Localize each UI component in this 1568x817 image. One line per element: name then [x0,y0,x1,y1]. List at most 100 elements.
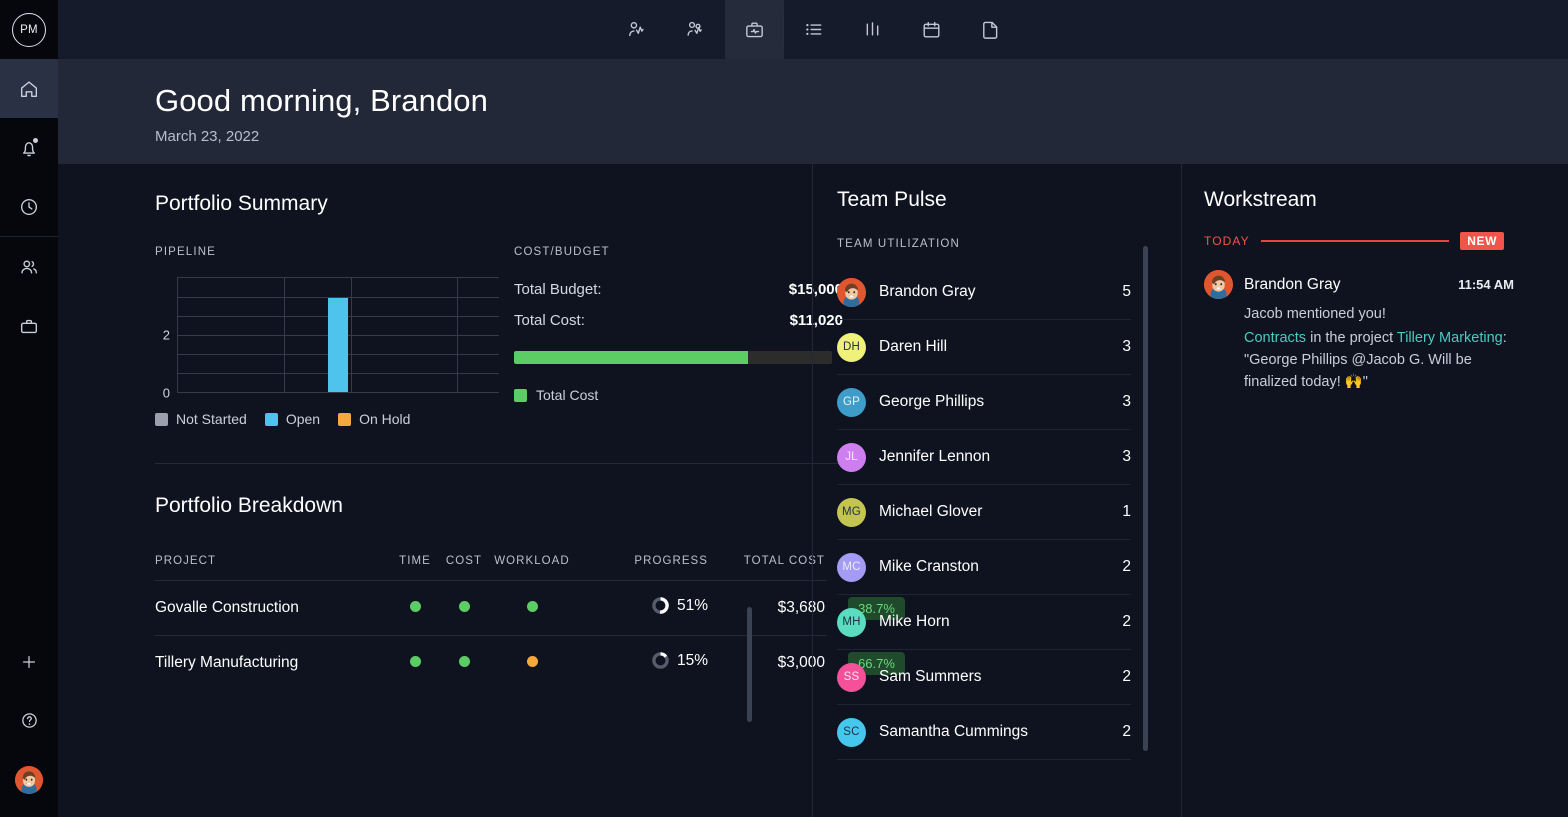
list-item[interactable]: Brandon Gray 5 [837,265,1131,320]
legend-on-hold: On Hold [338,411,410,427]
list-item[interactable]: DH Daren Hill 3 [837,320,1131,375]
table-row[interactable]: Govalle Construction [155,580,905,635]
pipeline-chart-widget: PIPELINE [155,246,513,427]
avatar-initials: SS [837,662,866,692]
legend-not-started: Not Started [155,411,247,427]
page-header: Good morning, Brandon March 23, 2022 [58,59,1568,164]
workstream-author: Brandon Gray [1244,275,1341,293]
member-count: 1 [1122,503,1131,520]
sidebar-item-time[interactable] [0,177,58,236]
breakdown-scrollbar[interactable] [747,607,752,722]
cost-budget-fill [514,351,748,364]
left-sidebar: PM [0,0,58,817]
member-count: 2 [1122,668,1131,685]
total-budget-row: Total Budget: $15,000 [514,281,843,298]
workstream-link-contracts[interactable]: Contracts [1244,330,1307,346]
list-item[interactable]: SC Samantha Cummings 2 [837,705,1131,760]
sidebar-bottom-group [0,632,58,817]
person-activity-icon [628,22,644,37]
legend-swatch [155,412,168,426]
member-name: George Phillips [879,393,985,410]
workstream-message: Contracts in the project Tillery Marketi… [1244,327,1514,393]
tab-person-activity[interactable] [607,0,666,59]
workstream-quote: : "George Phillips @Jacob G. Will be fin… [1244,330,1507,390]
legend-open: Open [264,411,320,427]
avatar-initials: MH [837,607,866,637]
briefcase-activity-icon [745,22,763,38]
y-tick-2: 2 [162,327,170,343]
pipeline-legend: Not Started Open On Hold [155,411,513,427]
row-total-cost-value: $3,680 [777,599,825,616]
member-count: 3 [1122,448,1131,465]
list-item[interactable]: JL Jennifer Lennon 3 [837,430,1131,485]
tab-list[interactable] [784,0,843,59]
member-count: 5 [1122,283,1131,300]
sidebar-divider [0,236,58,237]
row-time-status [390,654,440,672]
workstream-item-header: Brandon Gray 11:54 AM [1204,270,1514,299]
row-time-status [390,599,440,617]
briefcase-icon [20,319,38,333]
legend-swatch [338,412,352,426]
list-item[interactable]: SS Sam Summers 2 [837,650,1131,705]
tab-team-activity[interactable] [666,0,725,59]
tab-portfolio[interactable] [724,0,784,59]
member-count: 2 [1122,613,1131,630]
main-region: Good morning, Brandon March 23, 2022 Por… [58,0,1568,817]
avatar-initials: SC [837,717,866,747]
workstream-link-project[interactable]: Tillery Marketing [1396,330,1503,346]
top-nav-group [607,0,1020,59]
legend-label: Not Started [176,411,247,427]
y-tick-0: 0 [162,385,170,401]
sidebar-item-account[interactable] [0,750,58,809]
member-name: Samantha Cummings [879,723,1029,740]
member-count: 3 [1122,338,1131,355]
list-item[interactable]: GP George Phillips 3 [837,375,1131,430]
list-item[interactable]: MG Michael Glover 1 [837,485,1131,540]
sidebar-item-home[interactable] [0,59,58,118]
avatar-initials: GP [837,387,866,417]
member-count: 2 [1122,723,1131,740]
list-item[interactable]: MC Mike Cranston 2 [837,540,1131,595]
member-name: Daren Hill [879,338,948,355]
sidebar-item-add[interactable] [0,632,58,691]
sidebar-item-help[interactable] [0,691,58,750]
tab-board[interactable] [843,0,902,59]
table-row[interactable]: Tillery Manufacturing [155,635,905,690]
list-item[interactable]: MH Mike Horn 2 [837,595,1131,650]
today-separator: TODAY NEW [1204,232,1504,250]
row-project-name: Govalle Construction [155,599,299,616]
sidebar-item-notifications[interactable] [0,118,58,177]
member-name: Jennifer Lennon [879,448,991,465]
legend-swatch [264,412,278,426]
page-date: March 23, 2022 [155,128,260,145]
row-progress: 15% [576,652,710,675]
people-activity-icon [686,21,702,36]
page-title: Good morning, Brandon [155,83,488,118]
workstream-item[interactable]: Brandon Gray 11:54 AM Jacob mentioned yo… [1204,270,1514,393]
app-logo[interactable]: PM [0,0,58,59]
tab-calendar[interactable] [902,0,961,59]
logo-text: PM [12,12,46,47]
workstream-title: Workstream [1204,188,1317,211]
people-icon [21,259,38,274]
team-utilization-label: TEAM UTILIZATION [837,238,960,250]
col-time: TIME [399,555,431,567]
row-progress-pct: 15% [676,651,708,669]
avatar-initials: MG [837,497,866,527]
table-header-row: PROJECT TIME COST WORKLOAD PROGRESS TOTA… [155,555,827,580]
avatar-initials: MC [837,552,866,582]
tab-documents[interactable] [961,0,1020,59]
kanban-icon [866,22,878,36]
workstream-timestamp: 11:54 AM [1458,277,1514,292]
sidebar-item-team[interactable] [0,237,58,296]
col-cost: COST [445,555,483,567]
sidebar-item-projects[interactable] [0,296,58,355]
member-name: Brandon Gray [879,283,976,300]
avatar [837,277,866,307]
team-utilization-list: Brandon Gray 5 DH Daren Hill 3 GP George… [837,265,1131,760]
legend-label: On Hold [359,411,411,427]
workstream-headline: Jacob mentioned you! [1244,306,1386,322]
new-badge: NEW [1460,232,1504,250]
team-pulse-scrollbar[interactable] [1143,246,1148,751]
